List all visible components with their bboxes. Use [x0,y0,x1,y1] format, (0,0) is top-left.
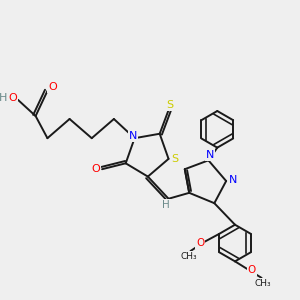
Text: H: H [0,93,7,103]
Text: H: H [162,200,170,210]
Text: CH₃: CH₃ [255,279,272,288]
Text: O: O [48,82,57,92]
Text: N: N [129,131,137,141]
Text: N: N [206,150,214,160]
Text: CH₃: CH₃ [181,252,197,261]
Text: S: S [167,100,174,110]
Text: O: O [196,238,204,248]
Text: O: O [8,93,17,103]
Text: N: N [229,176,238,185]
Text: S: S [172,154,178,164]
Text: O: O [91,164,100,174]
Text: O: O [248,265,256,275]
